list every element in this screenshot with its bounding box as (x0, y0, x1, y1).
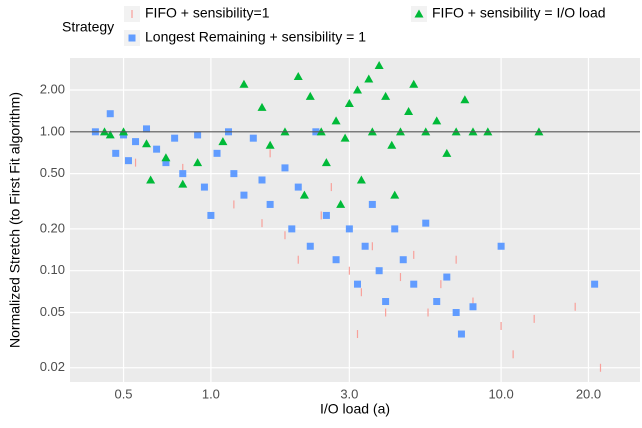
point (305, 91, 315, 100)
point (390, 190, 400, 199)
point (497, 242, 505, 250)
y-tick-label: 1.00 (40, 123, 65, 138)
point (410, 280, 418, 288)
panel (70, 58, 640, 382)
point (193, 158, 203, 167)
x-tick-label: 3.0 (340, 386, 358, 401)
point (194, 131, 202, 139)
point (433, 298, 441, 306)
point (340, 133, 350, 142)
point (375, 267, 383, 275)
point (153, 145, 161, 153)
point (344, 98, 354, 107)
point (452, 309, 460, 317)
y-axis-label: Normalized Stretch (to First Fit algorit… (7, 92, 23, 348)
point (299, 190, 309, 199)
point (200, 183, 208, 191)
point (161, 153, 171, 162)
point (265, 140, 275, 149)
point (106, 110, 114, 118)
x-tick-label: 1.0 (202, 386, 220, 401)
point (321, 158, 331, 167)
point (230, 170, 238, 178)
point (105, 130, 115, 139)
point (381, 91, 391, 100)
point (218, 137, 228, 146)
point (382, 298, 390, 306)
point (179, 170, 187, 178)
point (266, 200, 274, 208)
point (258, 176, 266, 184)
point (142, 139, 152, 148)
point (288, 225, 296, 233)
y-tick-label: 0.05 (40, 304, 65, 319)
point (399, 256, 407, 264)
y-tick-label: 0.20 (40, 220, 65, 235)
point (331, 116, 341, 125)
point (404, 107, 414, 116)
legend-label: FIFO + sensibility = I/O load (432, 5, 606, 21)
point (281, 164, 289, 172)
x-tick-label: 20.0 (576, 386, 601, 401)
point (162, 159, 170, 167)
point (374, 61, 384, 70)
point (457, 330, 465, 338)
point (249, 134, 257, 142)
point (387, 140, 397, 149)
point (361, 242, 369, 250)
point (422, 219, 430, 227)
point (336, 199, 346, 208)
point (239, 79, 249, 88)
point (322, 211, 330, 219)
point (368, 200, 376, 208)
point (469, 303, 477, 311)
y-tick-label: 2.00 (40, 81, 65, 96)
legend-label: Longest Remaining + sensibility = 1 (145, 29, 366, 45)
x-tick-label: 0.5 (114, 386, 132, 401)
point (391, 225, 399, 233)
point (409, 79, 419, 88)
point (146, 175, 156, 184)
point (171, 134, 179, 142)
legend-title: Strategy (62, 19, 114, 35)
point (364, 74, 374, 83)
point (356, 175, 366, 184)
y-tick-label: 0.50 (40, 165, 65, 180)
point (178, 179, 188, 188)
point (306, 242, 314, 250)
point (442, 148, 452, 157)
legend-label: FIFO + sensibility=1 (145, 5, 270, 21)
point (353, 280, 361, 288)
point (124, 157, 132, 165)
point (143, 125, 151, 133)
point (294, 183, 302, 191)
point (132, 138, 140, 146)
x-axis-label: I/O load (a) (320, 401, 390, 417)
legend-symbol (414, 9, 424, 18)
point (591, 280, 599, 288)
point (112, 149, 120, 157)
point (460, 95, 470, 104)
point (332, 256, 340, 264)
y-tick-label: 0.02 (40, 359, 65, 374)
point (432, 116, 442, 125)
point (352, 85, 362, 94)
legend-symbol (128, 34, 136, 42)
point (207, 211, 215, 219)
point (443, 273, 451, 281)
point (240, 191, 248, 199)
point (293, 72, 303, 81)
point (213, 149, 221, 157)
x-tick-label: 10.0 (488, 386, 513, 401)
point (257, 102, 267, 111)
point (345, 225, 353, 233)
y-tick-label: 0.10 (40, 262, 65, 277)
